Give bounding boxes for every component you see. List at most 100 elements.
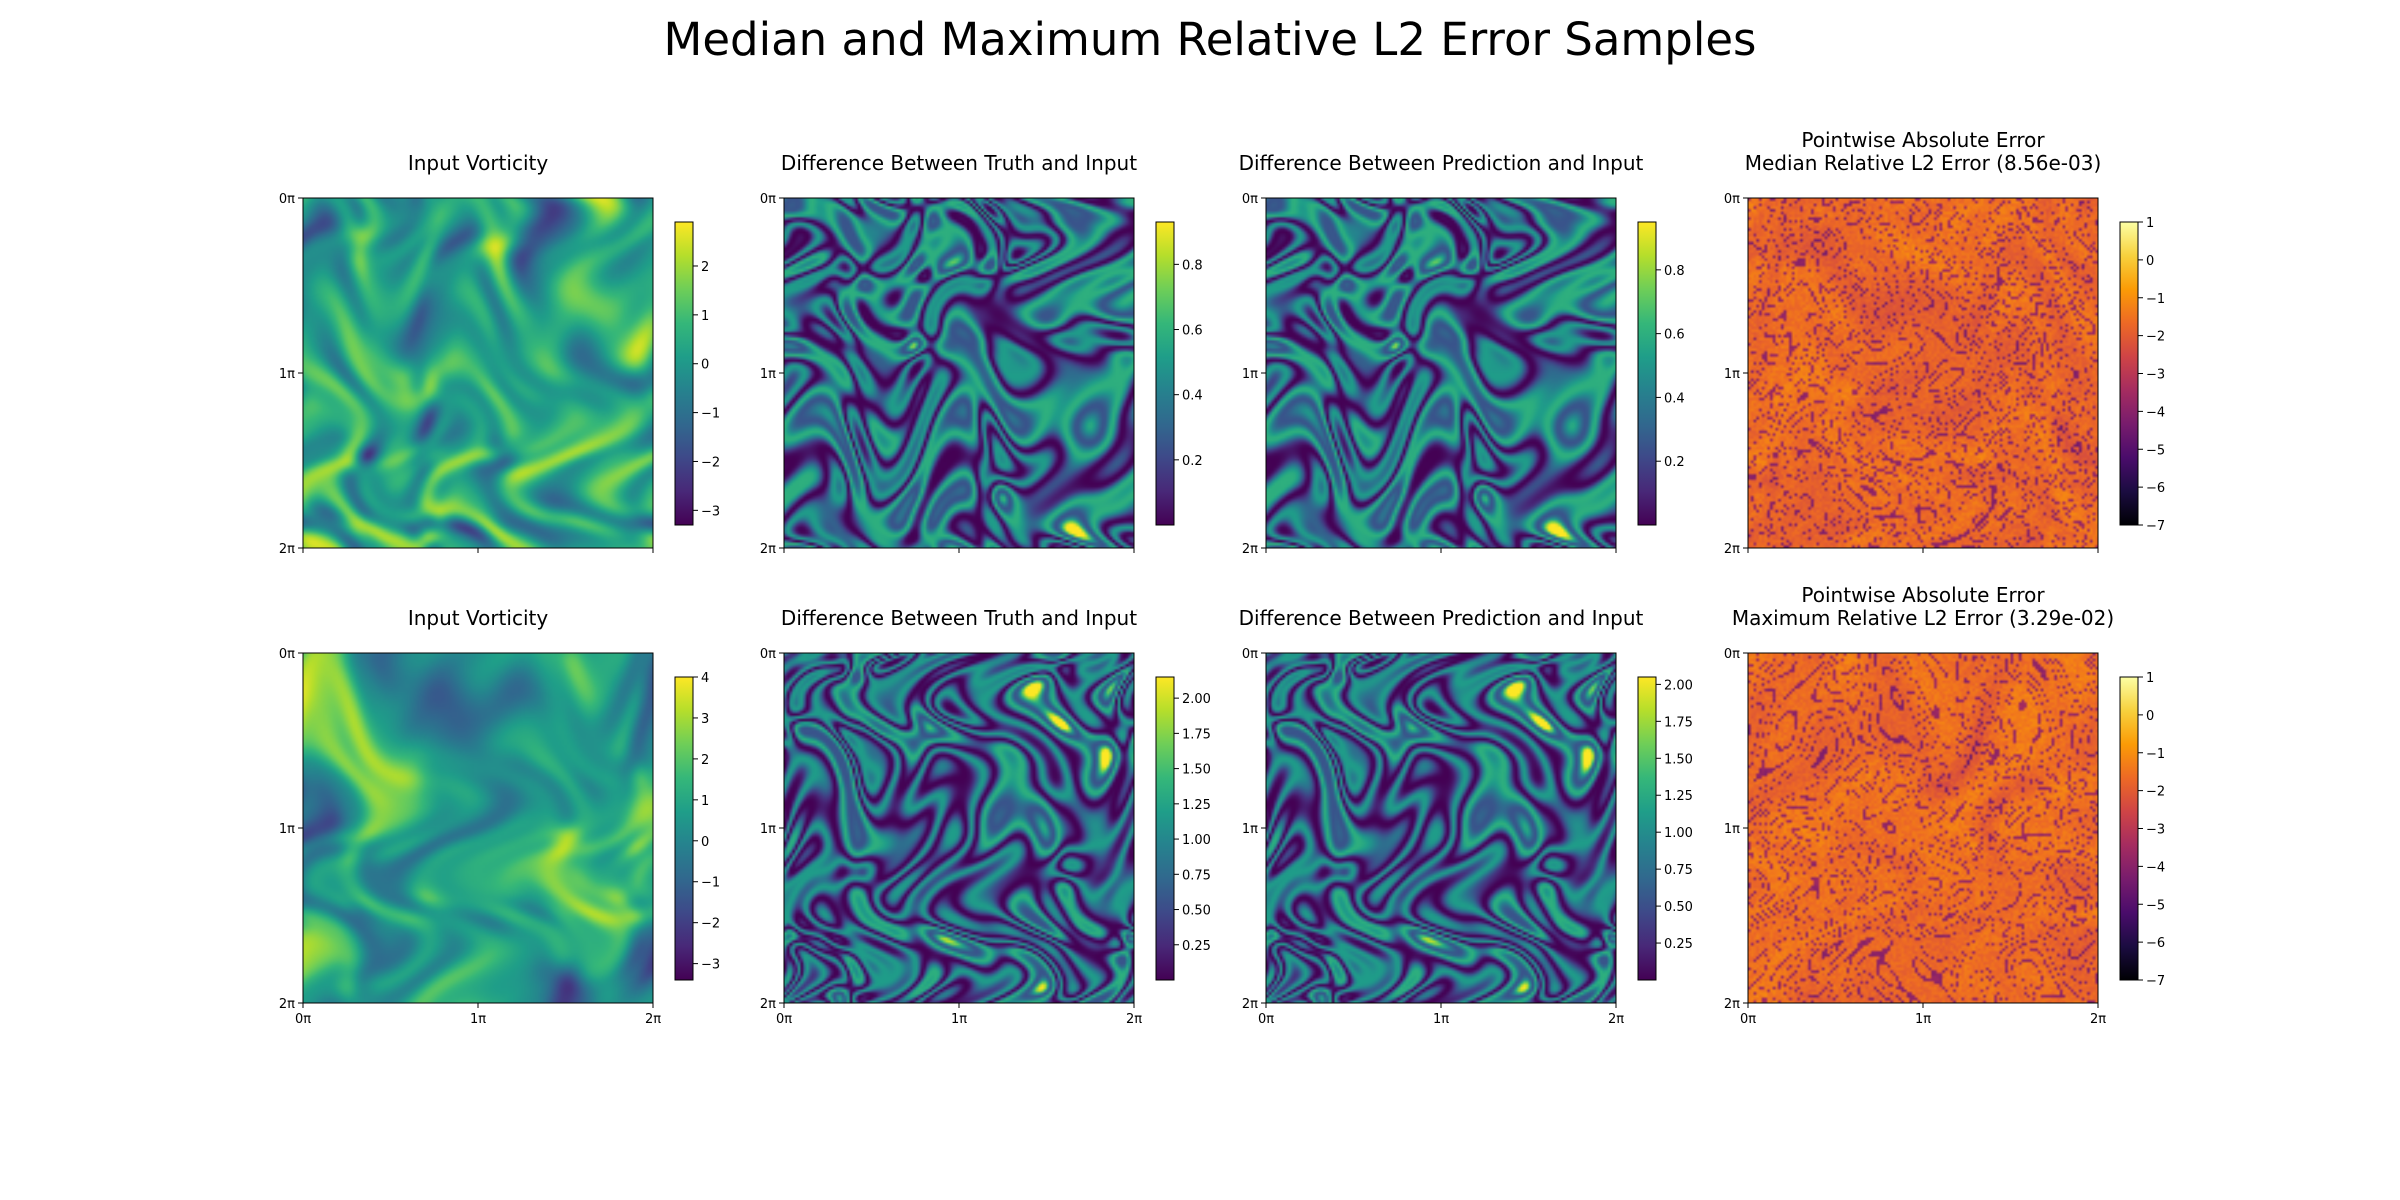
colorbar-tick-label: 1 <box>2146 216 2154 231</box>
panel-title: Difference Between Prediction and Input <box>1239 151 1644 175</box>
colorbar-tick-label: 2 <box>701 753 709 768</box>
panel-1-0: Input Vorticity 0π 0π 1π 1π 2π 2π −3 −2 −1 0 1 2 3 4 <box>279 606 720 1027</box>
colorbar-tick-label: 0.25 <box>1664 937 1693 952</box>
colorbar <box>2119 676 2139 981</box>
colorbar-tick-label: −2 <box>701 917 720 932</box>
y-tick-label: 0π <box>760 647 776 662</box>
colorbar <box>2119 221 2139 526</box>
x-tick-label: 0π <box>1740 1012 1756 1027</box>
colorbar-tick-label: 0 <box>701 358 709 373</box>
colorbar-tick-label: −4 <box>2146 860 2165 875</box>
colorbar-tick-label: −1 <box>2146 292 2165 307</box>
panel-0-0: Input Vorticity 0π 1π 2π −3 −2 −1 0 1 2 <box>279 151 720 557</box>
x-tick-label: 0π <box>1258 1012 1274 1027</box>
colorbar <box>1155 676 1175 981</box>
y-tick-label: 2π <box>279 542 295 557</box>
y-tick-label: 0π <box>279 192 295 207</box>
panel-title: Pointwise Absolute Error <box>1801 583 2045 607</box>
heatmap-image <box>1748 653 2098 1003</box>
heatmap-image <box>1266 198 1616 548</box>
heatmap-image <box>303 198 653 548</box>
panel-title: Input Vorticity <box>408 606 549 630</box>
y-tick-label: 2π <box>1724 542 1740 557</box>
x-tick-label: 1π <box>1433 1012 1449 1027</box>
colorbar-tick-label: 3 <box>701 712 709 727</box>
colorbar-tick-label: 0.50 <box>1664 900 1693 915</box>
y-tick-label: 1π <box>760 367 776 382</box>
colorbar-tick-label: 1.25 <box>1664 789 1693 804</box>
colorbar-tick-label: −7 <box>2146 974 2165 989</box>
colorbar <box>1155 221 1175 526</box>
y-tick-label: 0π <box>1242 192 1258 207</box>
colorbar-tick-label: 2 <box>701 260 709 275</box>
colorbar-tick-label: 1.00 <box>1664 826 1693 841</box>
colorbar-tick-label: −2 <box>2146 330 2165 345</box>
colorbar-tick-label: 0.6 <box>1182 324 1203 339</box>
colorbar-tick-label: −5 <box>2146 443 2165 458</box>
colorbar-tick-label: 0.25 <box>1182 939 1211 954</box>
x-tick-label: 2π <box>2090 1012 2106 1027</box>
colorbar <box>1637 221 1657 526</box>
colorbar <box>674 676 694 981</box>
colorbar-tick-label: 0.2 <box>1182 454 1203 469</box>
colorbar-tick-label: 2.00 <box>1664 678 1693 693</box>
colorbar-tick-label: 0.8 <box>1664 264 1685 279</box>
colorbar-tick-label: 1.25 <box>1182 798 1211 813</box>
colorbar-tick-label: −3 <box>2146 823 2165 838</box>
colorbar-tick-label: 4 <box>701 671 709 686</box>
colorbar-tick-label: 0.4 <box>1182 389 1203 404</box>
panel-1-1: Difference Between Truth and Input 0π 0π 1π… <box>760 606 1211 1027</box>
y-tick-label: 0π <box>760 192 776 207</box>
colorbar-tick-label: −2 <box>701 455 720 470</box>
y-tick-label: 0π <box>1724 192 1740 207</box>
panel-title: Input Vorticity <box>408 151 549 175</box>
y-tick-label: 0π <box>1724 647 1740 662</box>
colorbar-tick-label: −3 <box>701 958 720 973</box>
panel-title: Difference Between Truth and Input <box>781 151 1137 175</box>
figure-title: Median and Maximum Relative L2 Error Sam… <box>664 13 1757 66</box>
colorbar-tick-label: −6 <box>2146 481 2165 496</box>
heatmap-image <box>784 653 1134 1003</box>
x-tick-label: 0π <box>776 1012 792 1027</box>
y-tick-label: 2π <box>760 997 776 1012</box>
colorbar-tick-label: 0.75 <box>1182 868 1211 883</box>
colorbar-tick-label: −1 <box>701 407 720 422</box>
y-tick-label: 0π <box>1242 647 1258 662</box>
colorbar-tick-label: 0.2 <box>1664 455 1685 470</box>
y-tick-label: 1π <box>1242 822 1258 837</box>
panels: Input Vorticity 0π 1π 2π −3 −2 −1 0 1 2 Difference… <box>279 128 2165 1027</box>
colorbar-tick-label: 0 <box>2146 709 2154 724</box>
x-tick-label: 2π <box>1126 1012 1142 1027</box>
colorbar <box>674 221 694 526</box>
heatmap-image <box>1748 198 2098 548</box>
colorbar-tick-label: 1 <box>2146 671 2154 686</box>
y-tick-label: 1π <box>1242 367 1258 382</box>
panel-0-1: Difference Between Truth and Input 0π 1π 2π… <box>760 151 1203 557</box>
colorbar-tick-label: 1.50 <box>1664 752 1693 767</box>
colorbar-tick-label: 1.75 <box>1664 715 1693 730</box>
colorbar-tick-label: 1.75 <box>1182 727 1211 742</box>
y-tick-label: 2π <box>279 997 295 1012</box>
y-tick-label: 1π <box>279 822 295 837</box>
panel-1-2: Difference Between Prediction and Input 0… <box>1239 606 1693 1027</box>
colorbar-tick-label: 1 <box>701 794 709 809</box>
y-tick-label: 1π <box>1724 367 1740 382</box>
x-tick-label: 1π <box>1915 1012 1931 1027</box>
colorbar-tick-label: −4 <box>2146 405 2165 420</box>
colorbar-tick-label: −3 <box>2146 368 2165 383</box>
heatmap-image <box>784 198 1134 548</box>
x-tick-label: 1π <box>470 1012 486 1027</box>
panel-title: Maximum Relative L2 Error (3.29e-02) <box>1732 606 2114 630</box>
colorbar-tick-label: 1.00 <box>1182 833 1211 848</box>
x-tick-label: 1π <box>951 1012 967 1027</box>
colorbar-tick-label: 2.00 <box>1182 692 1211 707</box>
colorbar-tick-label: 0.75 <box>1664 863 1693 878</box>
colorbar <box>1637 676 1657 981</box>
y-tick-label: 1π <box>279 367 295 382</box>
colorbar-tick-label: 0 <box>701 835 709 850</box>
colorbar-tick-label: −1 <box>2146 747 2165 762</box>
heatmap-image <box>1266 653 1616 1003</box>
